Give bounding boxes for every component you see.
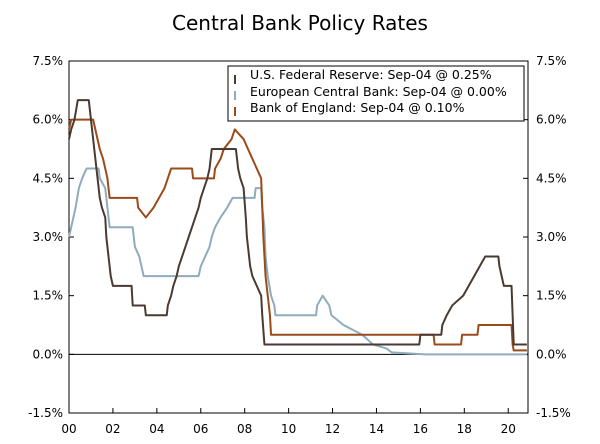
y-tick-label-right: 1.5% [536,289,567,303]
y-tick-label-right: 3.0% [536,230,567,244]
y-axis-right: -1.5% 0.0% 1.5% 3.0% 4.5% 6.0% 7.5% [523,54,571,420]
y-tick-label-right: 0.0% [536,347,567,361]
x-tick-label: 12 [325,422,340,436]
y-tick-label-left: 1.5% [33,289,64,303]
series-line-fed [68,99,527,346]
x-tick-label: 10 [281,422,296,436]
legend-box [227,65,525,122]
legend-label-boe: Bank of England: Sep-04 @ 0.10% [250,100,465,115]
x-tick-label: 06 [193,422,208,436]
x-tick-label: 02 [105,422,120,436]
y-tick-label-right: -1.5% [536,406,571,420]
x-axis: 00 02 04 06 08 10 12 14 16 18 20 [61,408,516,436]
x-tick-label: 14 [369,422,384,436]
y-tick-label-left: -1.5% [28,406,63,420]
legend-item-fed: U.S. Federal Reserve: Sep-04 @ 0.25% [234,67,492,84]
y-tick-label-left: 6.0% [33,113,64,127]
x-tick-label: 16 [413,422,428,436]
legend-label-fed: U.S. Federal Reserve: Sep-04 @ 0.25% [250,67,492,82]
legend-item-ecb: European Central Bank: Sep-04 @ 0.00% [234,84,507,100]
y-tick-label-left: 7.5% [33,54,64,68]
series-lines [68,99,527,356]
series-line-ecb [68,167,527,356]
y-tick-label-right: 7.5% [536,54,567,68]
chart-title: Central Bank Policy Rates [172,11,428,35]
series-line-boe [68,118,527,352]
x-tick-label: 20 [501,422,516,436]
y-tick-label-right: 6.0% [536,113,567,127]
legend: U.S. Federal Reserve: Sep-04 @ 0.25% Eur… [227,65,525,122]
y-tick-label-right: 4.5% [536,171,567,185]
x-tick-label: 04 [149,422,164,436]
legend-label-ecb: European Central Bank: Sep-04 @ 0.00% [250,84,507,99]
x-tick-label: 08 [237,422,252,436]
y-tick-label-left: 4.5% [33,171,64,185]
y-axis-left: -1.5% 0.0% 1.5% 3.0% 4.5% 6.0% 7.5% [28,54,74,420]
y-tick-label-left: 3.0% [33,230,64,244]
y-tick-label-left: 0.0% [33,347,64,361]
legend-item-boe: Bank of England: Sep-04 @ 0.10% [234,100,465,116]
x-tick-label: 18 [457,422,472,436]
x-tick-label: 00 [61,422,76,436]
